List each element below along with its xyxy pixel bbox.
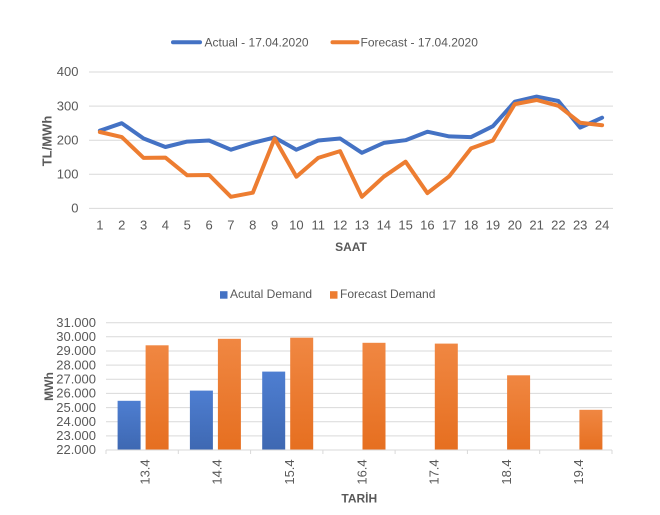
svg-text:30.000: 30.000 (56, 329, 96, 344)
svg-text:MWh: MWh (42, 372, 56, 401)
svg-text:13: 13 (355, 218, 369, 233)
svg-text:8: 8 (249, 218, 256, 233)
svg-text:22: 22 (551, 218, 565, 233)
svg-text:Forecast - 17.04.2020: Forecast - 17.04.2020 (361, 36, 479, 50)
svg-text:18: 18 (464, 218, 478, 233)
svg-text:22.000: 22.000 (56, 442, 96, 457)
svg-text:100: 100 (57, 167, 79, 182)
svg-text:1: 1 (96, 218, 103, 233)
svg-text:6: 6 (205, 218, 212, 233)
svg-text:7: 7 (227, 218, 234, 233)
svg-text:26.000: 26.000 (56, 386, 96, 401)
svg-text:19.4: 19.4 (571, 459, 586, 484)
svg-text:24: 24 (595, 218, 609, 233)
svg-text:400: 400 (57, 64, 79, 79)
svg-text:200: 200 (57, 132, 79, 147)
svg-text:10: 10 (289, 218, 303, 233)
svg-text:TL/MWh: TL/MWh (40, 116, 55, 167)
svg-text:12: 12 (333, 218, 347, 233)
svg-text:31.000: 31.000 (56, 315, 96, 330)
svg-text:2: 2 (118, 218, 125, 233)
svg-text:16.4: 16.4 (354, 459, 369, 484)
svg-text:29.000: 29.000 (56, 343, 96, 358)
svg-text:19: 19 (486, 218, 500, 233)
svg-text:17: 17 (442, 218, 456, 233)
svg-text:28.000: 28.000 (56, 357, 96, 372)
svg-text:14.4: 14.4 (210, 459, 225, 484)
svg-text:27.000: 27.000 (56, 372, 96, 387)
svg-text:3: 3 (140, 218, 147, 233)
svg-text:15.4: 15.4 (282, 459, 297, 484)
svg-text:Forecast Demand: Forecast Demand (340, 287, 435, 301)
svg-text:Acutal Demand: Acutal Demand (230, 287, 312, 301)
svg-text:21: 21 (529, 218, 543, 233)
svg-text:Actual - 17.04.2020: Actual - 17.04.2020 (205, 36, 309, 50)
svg-text:0: 0 (71, 201, 78, 216)
svg-text:24.000: 24.000 (56, 414, 96, 429)
svg-text:14: 14 (377, 218, 391, 233)
svg-text:18.4: 18.4 (499, 459, 514, 484)
svg-text:20: 20 (508, 218, 522, 233)
svg-text:13.4: 13.4 (137, 459, 152, 484)
svg-text:4: 4 (162, 218, 169, 233)
svg-text:16: 16 (420, 218, 434, 233)
svg-text:TARİH: TARİH (341, 491, 377, 506)
svg-text:300: 300 (57, 98, 79, 113)
svg-text:11: 11 (311, 218, 325, 233)
svg-text:25.000: 25.000 (56, 400, 96, 415)
svg-text:15: 15 (398, 218, 412, 233)
svg-text:23.000: 23.000 (56, 428, 96, 443)
svg-text:17.4: 17.4 (427, 459, 442, 484)
svg-text:23: 23 (573, 218, 587, 233)
svg-text:SAAT: SAAT (335, 240, 367, 254)
svg-text:9: 9 (271, 218, 278, 233)
svg-text:5: 5 (184, 218, 191, 233)
